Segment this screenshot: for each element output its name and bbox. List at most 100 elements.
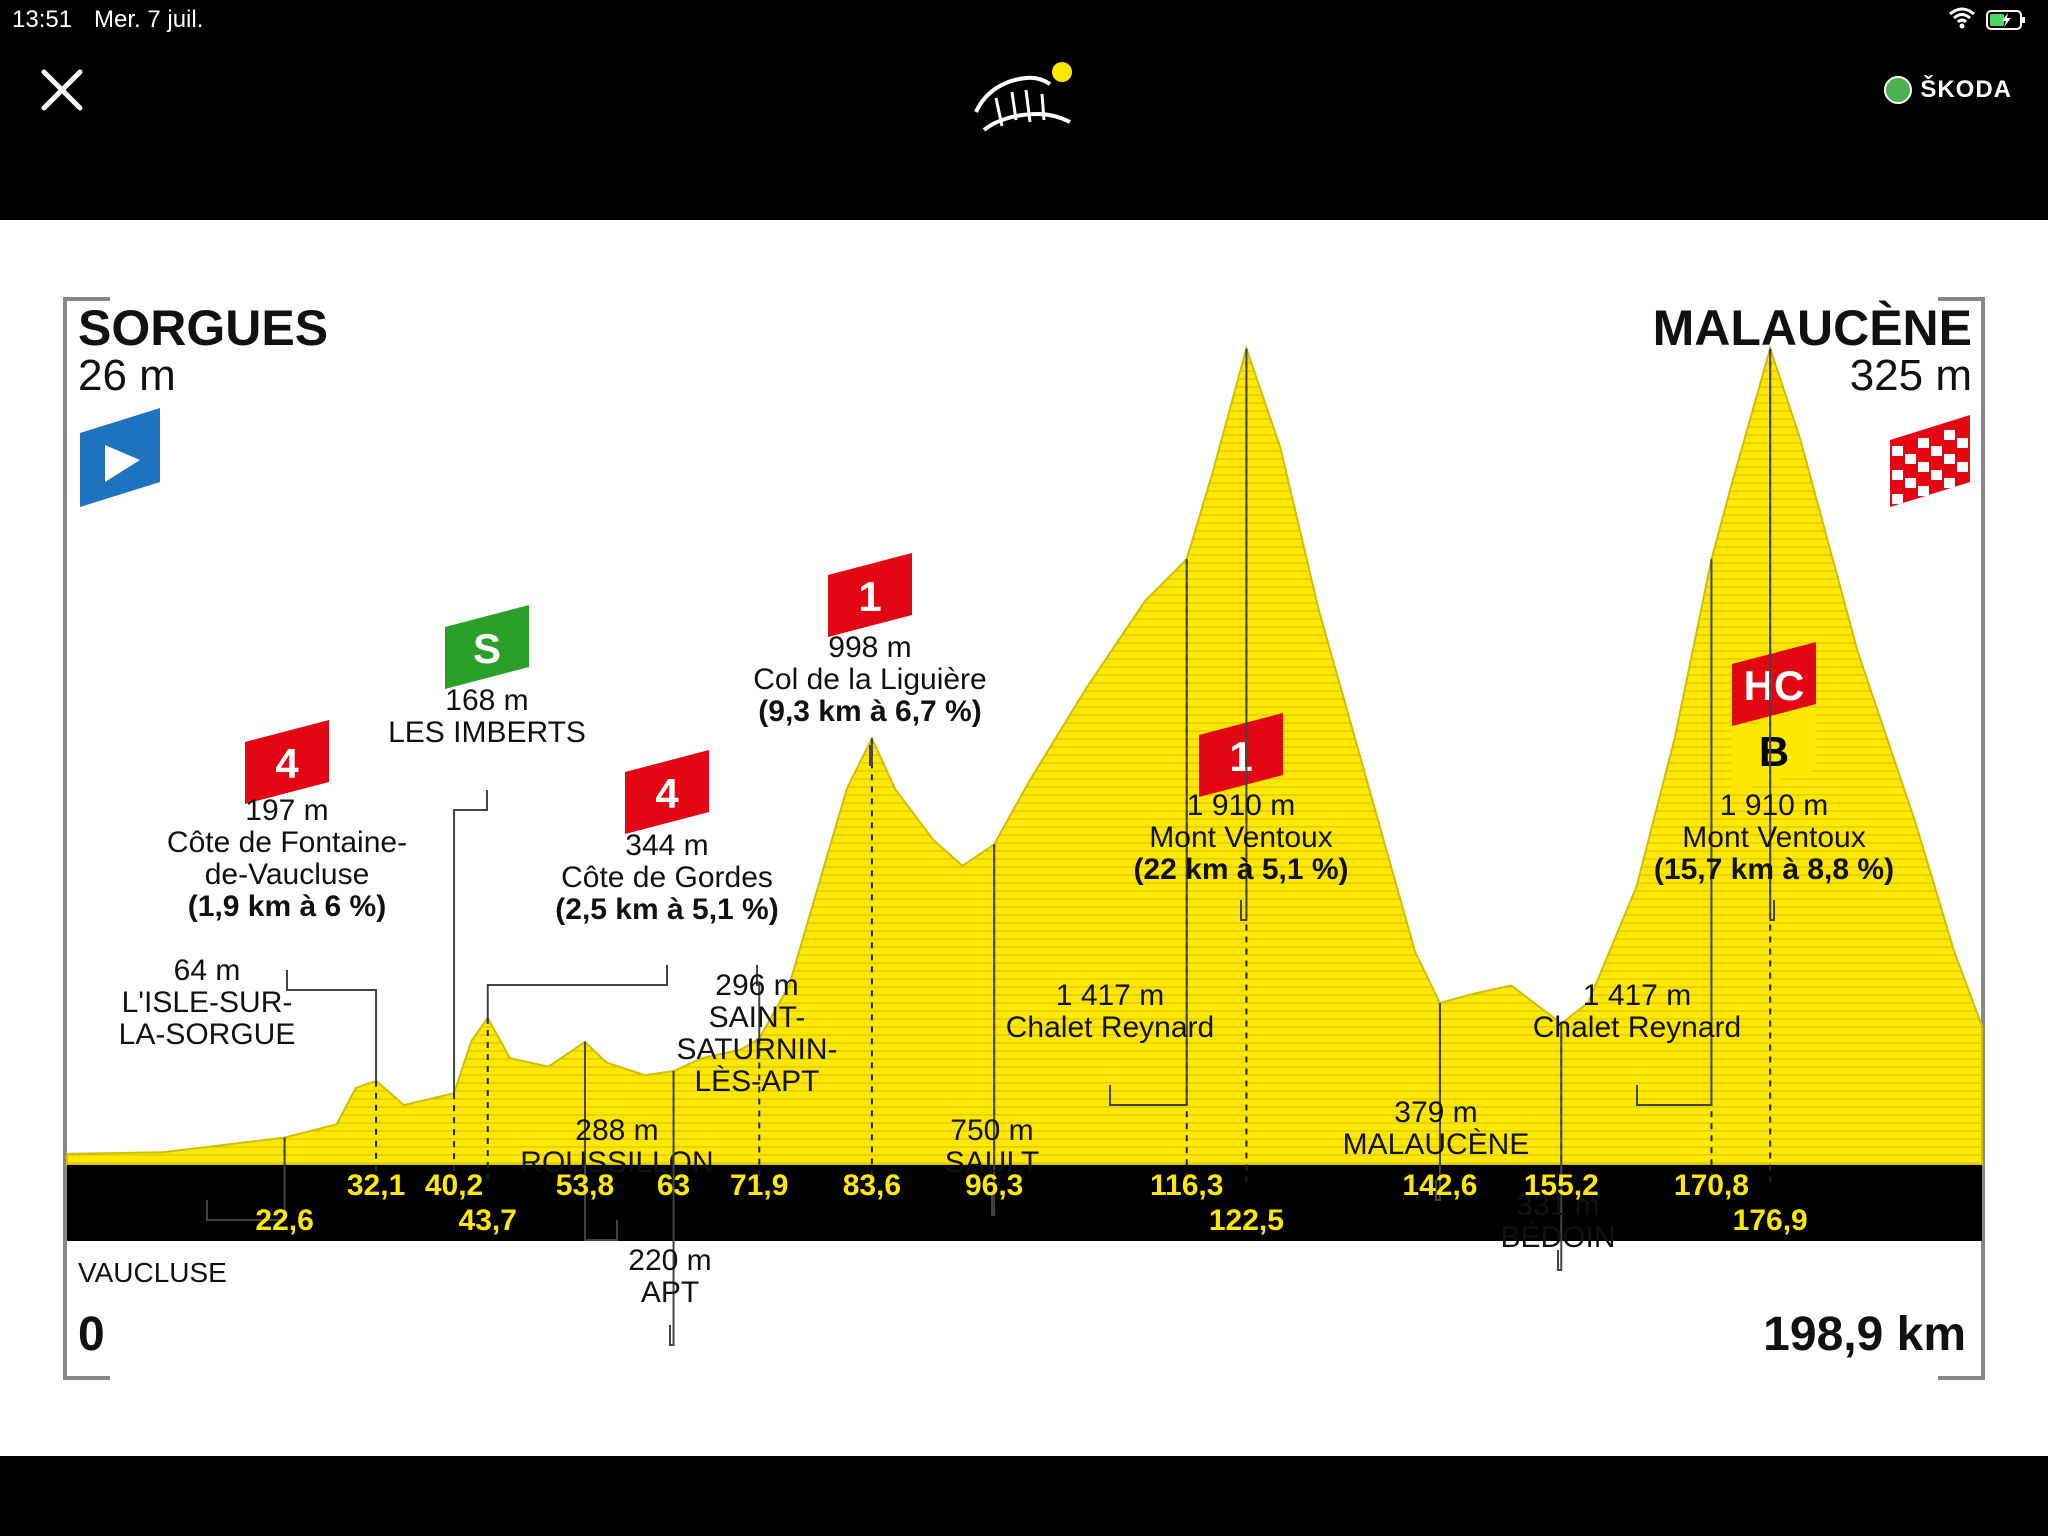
- svg-text:1: 1: [1229, 733, 1252, 780]
- start-altitude: 26 m: [78, 351, 176, 400]
- waypoint-leader: [991, 844, 996, 1216]
- waypoint-leader: [206, 1137, 286, 1221]
- waypoint-name-line-0: Chalet Reynard: [1006, 1011, 1214, 1044]
- waypoint-leader: [583, 1041, 618, 1241]
- waypoint-km: 170,8: [1674, 1169, 1749, 1202]
- waypoint-name-line-0: SAULT: [945, 1146, 1039, 1179]
- waypoint-name-line-0: Côte de Gordes: [561, 861, 773, 894]
- waypoint-leader: [1240, 348, 1248, 921]
- waypoint-name-line-0: Col de la Liguière: [753, 663, 986, 696]
- svg-text:B: B: [1759, 728, 1789, 775]
- waypoint-km: 96,3: [965, 1169, 1023, 1202]
- svg-text:1: 1: [858, 573, 881, 620]
- waypoint-leader: [1769, 348, 1775, 921]
- waypoint-name-line-0: Chalet Reynard: [1533, 1011, 1741, 1044]
- top-bar: [0, 40, 2048, 220]
- finish-flag-icon: [1890, 415, 1970, 507]
- waypoint-leader: [1435, 1002, 1441, 1201]
- status-bar: 13:51 Mer. 7 juil.: [0, 0, 2048, 40]
- waypoint-name-line-0: BÉDOIN: [1500, 1221, 1615, 1254]
- waypoint-name-line-0: Côte de Fontaine-: [167, 826, 407, 859]
- start-name: SORGUES: [78, 300, 328, 356]
- waypoint-altitude: 288 m: [575, 1114, 658, 1147]
- waypoint-name-line-0: Mont Ventoux: [1682, 821, 1865, 854]
- frame-left: [63, 297, 110, 1380]
- climb-category-badge-icon: 4: [245, 720, 329, 804]
- waypoint-leader: [669, 1070, 675, 1346]
- waypoint-name-line-0: LES IMBERTS: [388, 716, 586, 749]
- svg-text:4: 4: [275, 740, 299, 787]
- waypoint-name-line-2: LÈS-APT: [694, 1065, 819, 1098]
- waypoint-altitude: 750 m: [950, 1114, 1033, 1147]
- status-time: 13:51: [12, 6, 73, 33]
- waypoint-name-line-0: ROUSSILLON: [520, 1146, 713, 1179]
- frame-right: [1938, 297, 1985, 1380]
- sponsor-label: ŠKODA: [1920, 76, 2012, 103]
- skoda-emblem-icon: [1884, 76, 1913, 104]
- svg-text:S: S: [473, 625, 501, 672]
- climb-category-badge-icon: HC: [1732, 642, 1816, 726]
- waypoint-name-line-0: APT: [641, 1276, 699, 1309]
- waypoint-leader: [869, 738, 873, 766]
- wifi-icon: [1949, 7, 1975, 29]
- waypoint-altitude: 197 m: [245, 794, 328, 827]
- waypoint-name-line-0: MALAUCÈNE: [1343, 1128, 1530, 1161]
- waypoint-altitude: 220 m: [628, 1244, 711, 1277]
- waypoint-leader: [486, 965, 668, 1018]
- sprint-badge-icon: S: [445, 605, 529, 689]
- close-button[interactable]: [38, 66, 86, 114]
- waypoint-km: 71,9: [730, 1169, 788, 1202]
- waypoint-leader: [286, 970, 378, 1081]
- stage-profile-panel: 4 S 4 1 1 HC B SORGUES 26 m MALAUCÈNE 325 m VAUCLU…: [0, 220, 2048, 1456]
- waypoint-altitude: 168 m: [445, 684, 528, 717]
- waypoint-altitude: 344 m: [625, 829, 708, 862]
- bonus-badge-icon: B: [1732, 708, 1816, 792]
- waypoint-leader: [1636, 559, 1713, 1106]
- svg-text:4: 4: [655, 770, 679, 817]
- waypoint-km: 155,2: [1524, 1169, 1599, 1202]
- waypoint-leader: [1109, 559, 1188, 1106]
- waypoint-altitude: 379 m: [1394, 1096, 1477, 1129]
- waypoint-km: 32,1: [347, 1169, 405, 1202]
- waypoint-km: 83,6: [843, 1169, 901, 1202]
- skoda-logo: ŠKODA: [1884, 72, 2012, 108]
- waypoint-name-line-1: de-Vaucluse: [205, 858, 370, 891]
- waypoint-km: 22,6: [255, 1204, 313, 1237]
- waypoint-detail: (1,9 km à 6 %): [188, 890, 386, 923]
- bottom-bar: [0, 1456, 2048, 1536]
- status-date: Mer. 7 juil.: [94, 6, 204, 33]
- climb-category-badge-icon: 4: [625, 750, 709, 834]
- waypoint-altitude: 1 910 m: [1720, 789, 1828, 822]
- battery-icon: [1986, 10, 2025, 30]
- waypoint-detail: (9,3 km à 6,7 %): [758, 695, 981, 728]
- waypoint-name-line-1: SATURNIN-: [676, 1033, 837, 1066]
- waypoint-name-line-0: SAINT-: [709, 1001, 806, 1034]
- waypoint-name-line-0: L'ISLE-SUR-: [122, 986, 293, 1019]
- start-km: 0: [78, 1308, 105, 1361]
- climb-category-badge-icon: 1: [828, 553, 912, 637]
- waypoint-detail: (15,7 km à 8,8 %): [1654, 853, 1894, 886]
- tour-de-france-logo: [974, 62, 1072, 132]
- waypoint-detail: (2,5 km à 5,1 %): [555, 893, 778, 926]
- waypoint-km: 43,7: [459, 1204, 517, 1237]
- waypoint-km: 122,5: [1209, 1204, 1284, 1237]
- svg-text:HC: HC: [1744, 662, 1805, 709]
- waypoint-altitude: 331 m: [1516, 1189, 1599, 1222]
- km-band: [67, 1165, 1982, 1241]
- waypoint-altitude: 1 910 m: [1187, 789, 1295, 822]
- waypoint-km: 53,8: [556, 1169, 614, 1202]
- start-flag-icon: [80, 408, 160, 507]
- waypoint-km: 40,2: [425, 1169, 483, 1202]
